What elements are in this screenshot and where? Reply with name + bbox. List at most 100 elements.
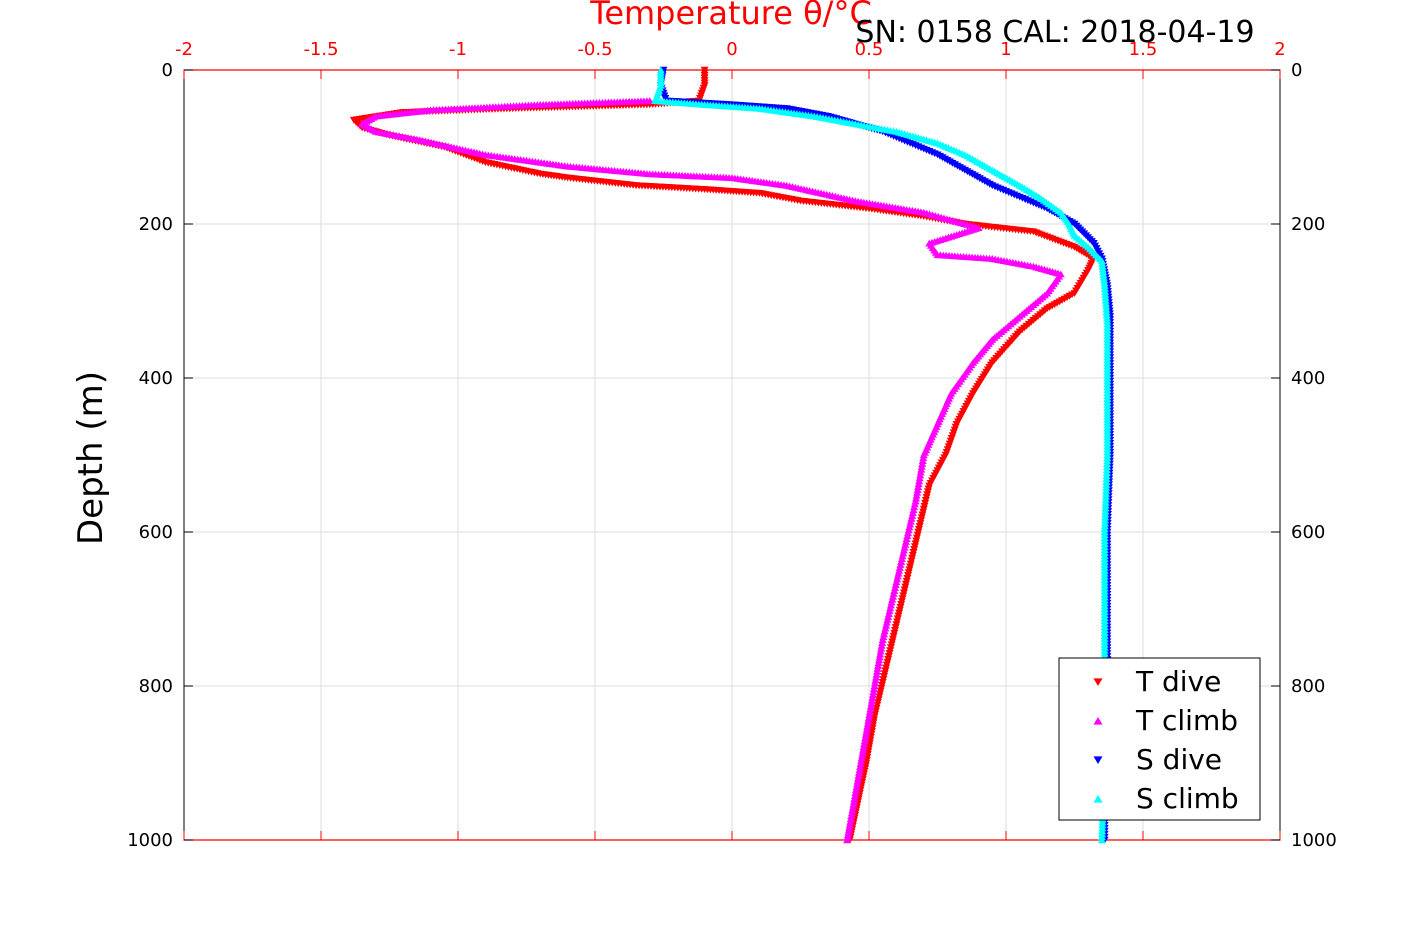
data-point (866, 702, 875, 710)
data-point (908, 509, 917, 516)
x-tick-label: -1 (449, 39, 467, 60)
depth-tick-label-left: 1000 (127, 830, 173, 851)
data-point (880, 630, 889, 638)
data-point (878, 636, 887, 643)
data-point (867, 696, 876, 704)
data-point (873, 665, 882, 672)
data-point (878, 639, 887, 646)
data-point (914, 483, 923, 490)
data-point (847, 809, 856, 817)
data-point (881, 624, 890, 632)
x-tick-label: -1.5 (303, 39, 338, 60)
data-point (880, 627, 889, 635)
x-tick-label: 0.5 (855, 39, 884, 60)
data-point (876, 647, 885, 655)
data-point (848, 803, 857, 811)
data-point (886, 604, 895, 612)
data-point (899, 549, 908, 557)
data-point (872, 670, 881, 678)
data-point (916, 471, 925, 479)
data-point (914, 480, 923, 488)
data-point (867, 699, 876, 707)
data-point (904, 526, 913, 534)
data-point (899, 546, 908, 554)
data-point (917, 465, 926, 473)
data-point (895, 564, 904, 571)
x-tick-label: 1 (1000, 39, 1011, 60)
data-point (902, 535, 911, 542)
data-point (915, 477, 924, 485)
data-point (865, 708, 874, 716)
data-point (855, 766, 864, 773)
data-point (892, 578, 901, 586)
depth-axis-ticks: 0 0 200 200 400 400 600 600 800 800 1000 1000 (127, 60, 1337, 851)
legend-marker (1093, 756, 1103, 765)
data-point (879, 633, 888, 641)
data-point (862, 728, 871, 736)
data-point (868, 693, 877, 701)
x-tick-label: 0 (726, 39, 737, 60)
series-s-climb (651, 66, 1112, 844)
data-point (874, 659, 883, 667)
x-tick-label: -0.5 (577, 39, 612, 60)
data-point (869, 688, 878, 695)
data-point (858, 748, 867, 756)
data-point (884, 613, 893, 620)
data-point (871, 676, 880, 684)
data-point (866, 705, 875, 713)
data-point (900, 543, 909, 551)
data-point (891, 581, 900, 589)
data-point (849, 800, 858, 808)
legend-marker (1093, 716, 1103, 725)
data-point (877, 644, 886, 652)
data-point (897, 555, 906, 563)
data-point (863, 719, 872, 727)
legend-label: T climb (1135, 704, 1238, 737)
data-points (349, 66, 1115, 844)
depth-tick-label-right: 800 (1291, 676, 1325, 697)
data-point (873, 667, 882, 675)
data-point (874, 662, 883, 669)
data-point (853, 780, 862, 788)
legend-label: T dive (1135, 665, 1221, 698)
data-point (870, 679, 879, 687)
data-point (908, 512, 917, 519)
data-point (913, 488, 922, 496)
data-point (864, 717, 873, 724)
data-point (907, 514, 916, 522)
data-point (876, 650, 885, 658)
data-point (882, 621, 891, 629)
data-point (850, 795, 859, 802)
data-point (877, 641, 886, 649)
data-point (848, 806, 857, 814)
chart-title: SN: 0158 CAL: 2018-04-19 (855, 15, 1254, 50)
depth-tick-label-left: 600 (139, 522, 173, 543)
data-point (846, 815, 855, 823)
data-point (918, 460, 927, 467)
data-point (888, 592, 897, 600)
depth-tick-label-left: 400 (139, 368, 173, 389)
legend-label: S climb (1136, 782, 1239, 815)
data-point (911, 497, 920, 505)
data-point (856, 763, 865, 771)
data-point (865, 711, 874, 719)
data-point (913, 486, 922, 493)
depth-tick-label-right: 400 (1291, 368, 1325, 389)
data-point (893, 572, 902, 580)
data-point (893, 575, 902, 583)
depth-tick-label-right: 1000 (1291, 830, 1337, 851)
data-point (854, 771, 863, 779)
top-axis-ticks: -2 -1.5 -1 -0.5 0 0.5 1 1.5 2 (175, 39, 1286, 841)
data-point (857, 757, 866, 765)
data-point (882, 618, 891, 626)
data-point (915, 474, 924, 482)
data-point (898, 552, 907, 560)
data-point (860, 740, 869, 747)
legend-marker (1093, 794, 1103, 803)
data-point (849, 797, 858, 805)
legend-marker (1093, 678, 1103, 687)
data-point (869, 685, 878, 693)
data-point (850, 792, 859, 799)
data-point (859, 745, 868, 753)
